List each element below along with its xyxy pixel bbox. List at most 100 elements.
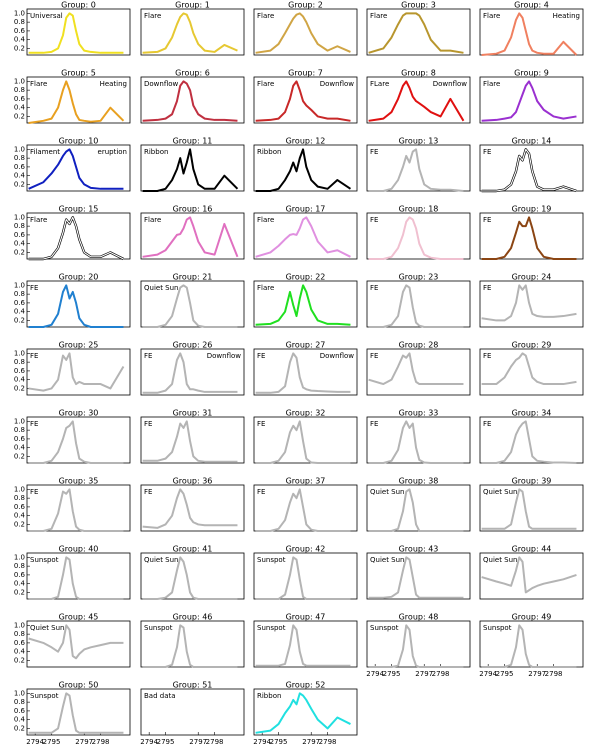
panel-label: FE [370, 352, 378, 360]
x-tick-label: 2794 [253, 738, 271, 746]
curve [255, 488, 351, 532]
y-tick-label: 0.2 [14, 44, 25, 52]
curve [368, 148, 464, 192]
x-tick-label: 2794 [366, 670, 384, 678]
panel-frame [26, 348, 131, 396]
panel-frame [479, 76, 584, 124]
panel-frame [253, 8, 358, 56]
curve [142, 420, 238, 463]
curve [28, 420, 124, 464]
panel-frame [479, 8, 584, 56]
panel-frame [366, 416, 471, 464]
panel-label: Sunspot [483, 624, 512, 632]
panel-frame [140, 348, 245, 396]
y-tick-label: 0.6 [14, 503, 26, 511]
y-tick-label: 0.4 [14, 36, 26, 44]
panel-title: Group: 48 [399, 613, 439, 622]
panel-title: Group: 27 [286, 341, 326, 350]
x-tick-label: 2794 [140, 738, 158, 746]
y-tick-label: 0.4 [14, 104, 26, 112]
x-tick-label: 2797 [75, 738, 93, 746]
y-tick-label: 0.8 [14, 86, 25, 94]
panel-title: Group: 10 [59, 137, 99, 146]
panel-label: Ribbon [257, 148, 281, 156]
curve [28, 148, 124, 190]
curve [368, 556, 464, 599]
y-tick-label: 1.0 [14, 77, 25, 85]
curve [255, 352, 351, 394]
y-tick-label: 0.2 [14, 248, 25, 256]
y-tick-label: 1.0 [14, 145, 25, 153]
panel-frame [26, 416, 131, 464]
panel-label: Flare [257, 12, 274, 20]
panel-frame [366, 76, 471, 124]
y-tick-label: 0.4 [14, 444, 26, 452]
curve [255, 692, 351, 734]
x-tick-label: 2798 [432, 670, 450, 678]
y-tick-label: 0.8 [14, 426, 25, 434]
panel-label: Universal [30, 12, 63, 20]
curve [368, 488, 464, 532]
panel-label: Flare [257, 216, 274, 224]
panel-label: Quiet Sun [144, 556, 178, 564]
panel-frame [366, 348, 471, 396]
panel-frame [366, 144, 471, 192]
panel-title: Group: 8 [401, 69, 436, 78]
y-tick-label: 0.4 [14, 512, 26, 520]
panel-frame [140, 688, 245, 736]
panel-label: Flare [370, 12, 387, 20]
panel-label: FE [144, 420, 152, 428]
panel-title: Group: 38 [399, 477, 439, 486]
panel-label: FE [144, 352, 152, 360]
y-tick-label: 0.8 [14, 18, 25, 26]
panel-title: Group: 19 [512, 205, 552, 214]
curve [255, 80, 351, 122]
panel-label: Bad data [144, 692, 176, 700]
panel-title: Group: 50 [59, 681, 99, 690]
x-tick-label: 2798 [206, 738, 224, 746]
panel-label: Sunspot [257, 624, 286, 632]
y-tick-label: 0.4 [14, 376, 26, 384]
panel-label: FE [30, 284, 38, 292]
panel-label: Quiet Sun [370, 488, 404, 496]
panel-label: Quiet Sun [30, 624, 64, 632]
curve [481, 556, 577, 594]
x-tick-label: 2798 [545, 670, 563, 678]
curve [368, 284, 464, 328]
panel-label: FE [483, 148, 491, 156]
panel-title: Group: 43 [399, 545, 439, 554]
panel-title: Group: 16 [173, 205, 213, 214]
x-tick-label: 2795 [43, 738, 61, 746]
panel-frame [140, 76, 245, 124]
curve [255, 216, 351, 258]
curve-inner [481, 148, 577, 192]
curve [368, 12, 464, 54]
y-tick-label: 0.6 [14, 571, 26, 579]
panel-frame [253, 688, 358, 736]
panel-title: Group: 42 [286, 545, 326, 554]
panel-title: Group: 4 [514, 1, 549, 10]
panel-label: Ribbon [144, 148, 168, 156]
panel-frame [253, 620, 358, 668]
y-tick-label: 0.6 [14, 163, 26, 171]
curve [142, 488, 238, 529]
curve [481, 420, 577, 464]
panel-frame [140, 212, 245, 260]
curve [28, 624, 124, 660]
panel-frame [253, 484, 358, 532]
x-tick-label: 2798 [319, 738, 337, 746]
panel-title: Group: 2 [288, 1, 323, 10]
panel-label: FLare [370, 80, 389, 88]
panel-label: Sunspot [30, 556, 59, 564]
x-tick-label: 2795 [383, 670, 401, 678]
y-tick-label: 1.0 [14, 349, 25, 357]
curve [481, 284, 577, 322]
curve [255, 148, 352, 192]
curve [142, 12, 238, 54]
panel-title: Group: 39 [512, 477, 552, 486]
curve [368, 624, 464, 668]
panel-label: Sunspot [144, 624, 173, 632]
panel-frame [253, 280, 358, 328]
y-tick-label: 0.2 [14, 316, 25, 324]
panel-label: FE [30, 488, 38, 496]
